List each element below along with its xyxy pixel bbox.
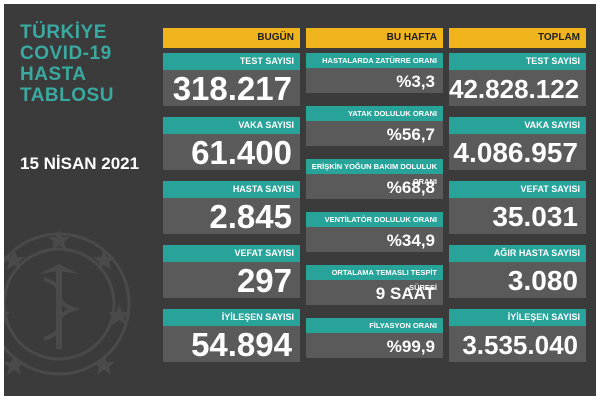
stat-value: 61.400 (163, 134, 300, 171)
stat-card-today-death: VEFAT SAYISI 297 (163, 245, 300, 299)
stat-value: 35.031 (449, 198, 586, 234)
title-line: COVID-19 (20, 43, 112, 64)
column-header-week: BU HAFTA (306, 28, 443, 48)
stat-card-today-test: TEST SAYISI 318.217 (163, 53, 300, 107)
stat-card-week-contact-time: ORTALAMA TEMASLI TESPİT SÜRESİ 9 SAAT (306, 265, 443, 305)
stat-label: VAKA SAYISI (163, 117, 300, 134)
stat-value: %56,7 (306, 121, 443, 146)
stat-value: 297 (163, 262, 300, 299)
stat-value: 42.828.122 (449, 70, 586, 106)
title-line: TÜRKİYE (20, 22, 107, 43)
stat-label: TEST SAYISI (449, 53, 586, 70)
stat-value: %99,9 (306, 333, 443, 358)
stat-value: %68,8 (306, 174, 443, 199)
stat-card-total-severe: AĞIR HASTA SAYISI 3.080 (449, 245, 586, 298)
stat-value: 4.086.957 (449, 134, 586, 170)
stat-card-week-filiation: FİLYASYON ORANI %99,9 (306, 318, 443, 358)
stat-value: 3.080 (449, 262, 586, 298)
report-date: 15 NİSAN 2021 (20, 154, 140, 173)
stat-label: İYİLEŞEN SAYISI (163, 309, 300, 326)
stat-label: YATAK DOLULUK ORANI (306, 106, 443, 121)
stat-label: VEFAT SAYISI (163, 245, 300, 262)
stat-value: 9 SAAT (306, 280, 443, 305)
stat-value: 2.845 (163, 198, 300, 235)
stat-value: 318.217 (163, 70, 300, 107)
stat-label: TEST SAYISI (163, 53, 300, 70)
ministry-emblem-icon (4, 229, 131, 376)
stat-card-total-test: TEST SAYISI 42.828.122 (449, 53, 586, 106)
stat-card-week-icu-occupancy: ERİŞKİN YOĞUN BAKIM DOLULUK ORANI %68,8 (306, 159, 443, 199)
stat-label: FİLYASYON ORANI (306, 318, 443, 333)
stat-card-week-bed-occupancy: YATAK DOLULUK ORANI %56,7 (306, 106, 443, 146)
stat-value: 3.535.040 (449, 326, 586, 362)
stat-label: ORTALAMA TEMASLI TESPİT SÜRESİ (306, 265, 443, 292)
page-title: TÜRKİYE COVID-19 HASTA TABLOSU (20, 22, 114, 106)
column-header-total: TOPLAM (449, 28, 586, 48)
stat-value: 54.894 (163, 326, 300, 363)
stat-label: VENTİLATÖR DOLULUK ORANI (306, 212, 443, 227)
stat-card-total-recovered: İYİLEŞEN SAYISI 3.535.040 (449, 309, 586, 362)
stat-label: HASTALARDA ZATÜRRE ORANI (306, 53, 443, 68)
stat-card-week-pneumonia: HASTALARDA ZATÜRRE ORANI %3,3 (306, 53, 443, 93)
stat-card-week-ventilator: VENTİLATÖR DOLULUK ORANI %34,9 (306, 212, 443, 252)
stat-value: %3,3 (306, 68, 443, 93)
stat-label: ERİŞKİN YOĞUN BAKIM DOLULUK ORANI (306, 159, 443, 186)
stat-card-today-patient: HASTA SAYISI 2.845 (163, 181, 300, 235)
title-line: TABLOSU (20, 85, 114, 106)
stat-value: %34,9 (306, 227, 443, 252)
stat-card-today-recovered: İYİLEŞEN SAYISI 54.894 (163, 309, 300, 363)
stat-label: VAKA SAYISI (449, 117, 586, 134)
dashboard-frame: TÜRKİYE COVID-19 HASTA TABLOSU 15 NİSAN … (4, 4, 596, 396)
title-line: HASTA (20, 64, 87, 85)
stat-label: HASTA SAYISI (163, 181, 300, 198)
stat-label: İYİLEŞEN SAYISI (449, 309, 586, 326)
column-header-today: BUGÜN (163, 28, 300, 48)
stat-card-total-case: VAKA SAYISI 4.086.957 (449, 117, 586, 170)
stat-label: AĞIR HASTA SAYISI (449, 245, 586, 262)
stat-card-today-case: VAKA SAYISI 61.400 (163, 117, 300, 171)
stat-label: VEFAT SAYISI (449, 181, 586, 198)
stat-card-total-death: VEFAT SAYISI 35.031 (449, 181, 586, 234)
